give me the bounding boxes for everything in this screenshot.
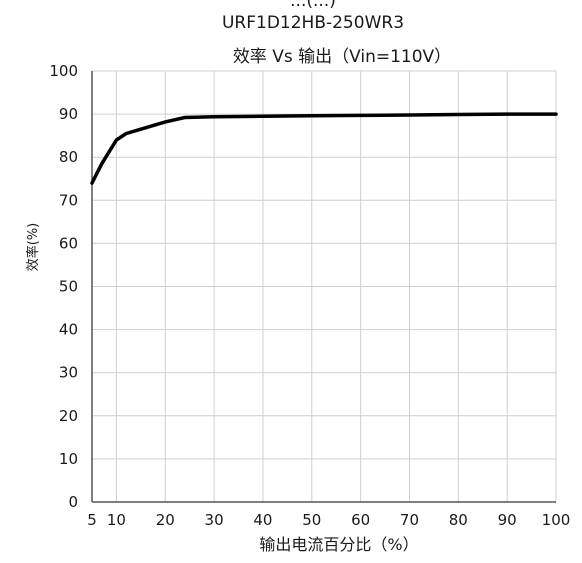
- x-tick-label-4: 40: [253, 511, 272, 529]
- y-tick-label-6: 60: [59, 234, 78, 252]
- y-tick-label-9: 90: [59, 105, 78, 123]
- series-group: [90, 112, 558, 185]
- chart-title-partial: ...(...): [290, 0, 336, 11]
- y-tick-label-10: 100: [49, 62, 78, 80]
- series-line-0: [90, 112, 558, 185]
- y-tick-label-1: 10: [59, 450, 78, 468]
- y-tick-label-4: 40: [59, 321, 78, 339]
- x-tick-label-10: 100: [542, 511, 571, 529]
- x-tick-label-0: 5: [87, 511, 97, 529]
- x-tick-label-7: 70: [400, 511, 419, 529]
- x-tick-label-9: 90: [498, 511, 517, 529]
- y-tick-label-2: 20: [59, 407, 78, 425]
- y-tick-label-7: 70: [59, 191, 78, 209]
- grid: [92, 70, 557, 502]
- x-tick-label-6: 60: [351, 511, 370, 529]
- x-tick-label-2: 20: [156, 511, 175, 529]
- chart-subtitle: 效率 Vs 输出（Vin=110V）: [233, 47, 451, 67]
- x-tick-label-5: 50: [302, 511, 321, 529]
- x-axis-label: 输出电流百分比（%）: [259, 535, 418, 554]
- y-tick-label-8: 80: [59, 148, 78, 166]
- x-tick-label-1: 10: [107, 511, 126, 529]
- chart-title: URF1D12HB-250WR3: [222, 13, 404, 33]
- y-tick-labels: 0 10 20 30 40 50 60 70 80 90 100: [49, 62, 78, 511]
- y-tick-label-5: 50: [59, 278, 78, 296]
- y-tick-label-3: 30: [59, 364, 78, 382]
- x-tick-labels: 5 10 20 30 40 50 60 70 80 90 100: [87, 511, 570, 529]
- y-tick-label-0: 0: [68, 493, 78, 511]
- y-axis-label: 效率(%): [25, 223, 41, 272]
- x-tick-label-3: 30: [205, 511, 224, 529]
- x-tick-label-8: 80: [449, 511, 468, 529]
- axes: [91, 71, 556, 503]
